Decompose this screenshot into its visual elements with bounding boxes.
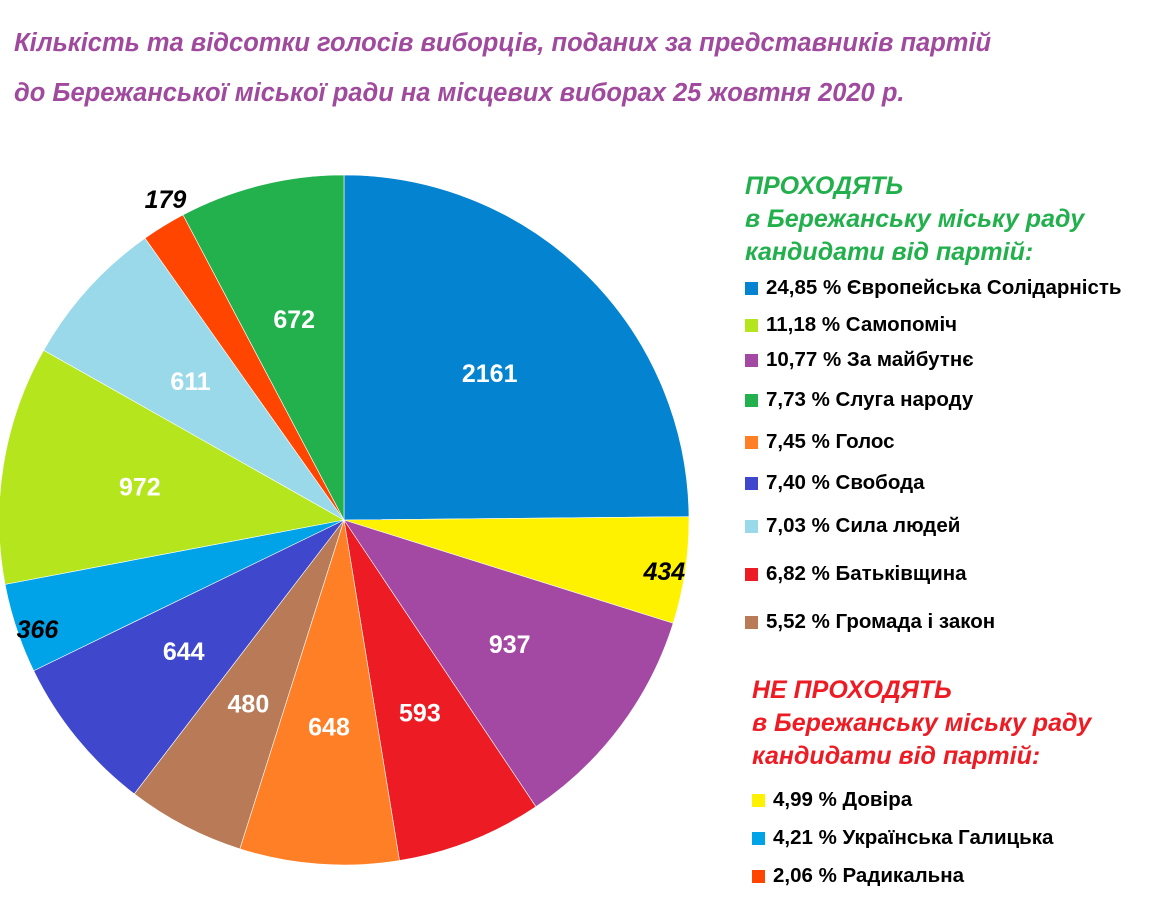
pie-slice-6 [33,519,345,795]
legend-item-ukrainska-halytska: 4,21 % Українська Галицька [752,826,1053,850]
legend-pass: ПРОХОДЯТЬ в Бережанську міську раду канд… [745,170,1170,269]
pie-slice-4 [239,519,400,866]
pie-value-label-9: 611 [170,368,210,396]
pie-value-label-7: 366 [17,616,60,644]
pie-value-label-11: 672 [273,306,315,334]
legend-swatch [752,869,765,883]
legend-item-label: 11,18 % Самопоміч [766,313,958,336]
legend-item-radykalna: 2,06 % Радикальна [752,864,964,888]
pie-value-label-8: 972 [119,473,161,501]
legend-swatch [752,831,765,845]
legend-item-label: 7,73 % Слуга народу [766,388,974,411]
legend-swatch [745,435,758,449]
chart-title-line-1: Кількість та відсотки голосів виборців, … [14,29,992,57]
legend-pass-heading: ПРОХОДЯТЬ в Бережанську міську раду канд… [745,170,1170,269]
pie-value-label-2: 937 [489,631,531,659]
legend-fail-heading-line-3: кандидати від партій: [752,742,1041,770]
pie-value-label-6: 644 [163,638,205,666]
legend-swatch [752,793,765,807]
legend-item-label: 10,77 % За майбутнє [766,348,974,371]
pie-slice-2 [343,519,674,808]
legend-item-label: 7,40 % Свобода [766,471,925,494]
legend-item-label: 4,21 % Українська Галицька [773,826,1054,849]
legend-swatch [745,318,758,332]
legend-item-label: 4,99 % Довіра [773,788,913,811]
legend-swatch [745,353,758,367]
legend-item-sluha-narodu: 7,73 % Слуга народу [745,388,973,412]
pie-value-label-5: 480 [228,691,270,719]
legend-item-samopomich: 11,18 % Самопоміч [745,313,957,337]
pie-slice-3 [343,519,537,861]
legend-pass-heading-line-1: ПРОХОДЯТЬ [745,172,904,200]
pie-value-label-0: 2161 [462,360,518,388]
legend-fail-heading-line-1: НЕ ПРОХОДЯТЬ [752,676,952,704]
legend-item-label: 5,52 % Громада і закон [766,610,996,633]
legend-item-syla-liudei: 7,03 % Сила людей [745,514,960,538]
legend-pass-heading-line-2: в Бережанську міську раду [745,205,1085,233]
legend-swatch [745,615,758,629]
legend-item-label: 6,82 % Батьківщина [766,562,967,585]
chart-title: Кількість та відсотки голосів виборців, … [14,18,1164,118]
legend-swatch [745,393,758,407]
pie-value-label-3: 593 [399,700,441,728]
legend-item-yes: 24,85 % Європейська Солідарність [745,276,1122,300]
legend-item-za-maibutnie: 10,77 % За майбутнє [745,348,974,372]
legend-item-svoboda: 7,40 % Свобода [745,471,925,495]
legend-item-dovira: 4,99 % Довіра [752,788,912,812]
legend-item-batkivshchyna: 6,82 % Батьківщина [745,562,967,586]
pie-chart: 2161 434 937 593 648 480 644 366 972 611 179 672 [0,174,690,866]
legend-swatch [745,476,758,490]
legend-swatch [745,281,758,295]
legend-fail-heading-line-2: в Бережанську міську раду [752,709,1092,737]
pie-slice-0 [343,174,690,521]
legend-item-label: 2,06 % Радикальна [773,864,965,887]
legend-fail-heading: НЕ ПРОХОДЯТЬ в Бережанську міську раду к… [752,674,1172,773]
pie-value-label-10: 179 [145,186,187,214]
legend-swatch [745,519,758,533]
legend-swatch [745,567,758,581]
legend-item-label: 7,45 % Голос [766,430,895,453]
pie-value-label-4: 648 [308,714,350,742]
pie-slice-11 [182,174,345,521]
legend-pass-heading-line-3: кандидати від партій: [745,238,1034,266]
legend-item-label: 24,85 % Європейська Солідарність [766,276,1122,299]
pie-slice-8 [0,349,345,585]
chart-title-line-2: до Бережанської міської ради на місцевих… [14,79,905,107]
legend-item-label: 7,03 % Сила людей [766,514,961,537]
pie-value-label-1: 434 [642,558,685,586]
legend-fail: НЕ ПРОХОДЯТЬ в Бережанську міську раду к… [752,674,1172,773]
pie-slice-9 [43,237,345,521]
legend-item-hromada-i-zakon: 5,52 % Громада і закон [745,610,995,634]
legend-item-holos: 7,45 % Голос [745,430,895,454]
